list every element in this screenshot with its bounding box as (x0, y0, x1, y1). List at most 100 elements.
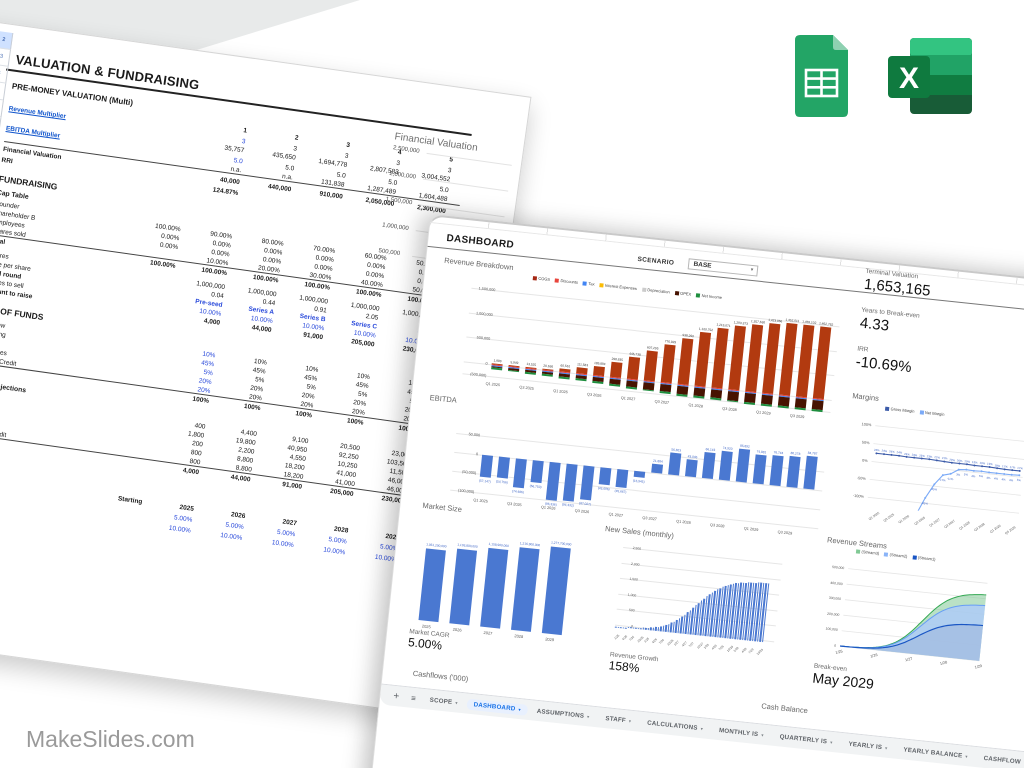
gridline (456, 432, 825, 473)
legend-item: (Stream1) (912, 554, 936, 562)
kpi-panel: Terminal Valuation 1,653,165 Years to Br… (855, 268, 1015, 386)
legend-swatch (554, 277, 560, 283)
stacked-bar (677, 337, 694, 385)
tab-calculations[interactable]: CALCULATIONS ▾ (640, 716, 711, 734)
bar-value-label: 5,949 (510, 360, 519, 366)
bar (633, 470, 646, 479)
x-tick-label: Q3 2027 (654, 399, 670, 406)
x-tick-label: 4/28 (710, 643, 718, 651)
chevron-down-icon: ▾ (884, 745, 888, 751)
bar (803, 455, 818, 490)
tab-quarterly-is[interactable]: QUARTERLY IS ▾ (772, 730, 840, 748)
y-tick-label: (500,000) (470, 372, 487, 378)
tab-monthly-is[interactable]: MONTHLY IS ▾ (711, 724, 771, 741)
x-tick-label: Q1 2025 (867, 510, 881, 522)
bar (685, 459, 698, 478)
app-icons: X (790, 30, 1010, 130)
bar-value-label: 76,744 (773, 450, 784, 456)
legend-swatch (582, 280, 588, 286)
bar (541, 546, 571, 636)
scenario-label: SCENARIO (637, 255, 675, 267)
stacked-bar-segment (491, 367, 503, 371)
y-tick-label: 1,500,000 (478, 286, 496, 293)
tab-yearly-balance[interactable]: YEARLY BALANCE ▾ (896, 743, 975, 762)
stacked-bar-segment (575, 378, 587, 382)
tab-staff[interactable]: STAFF ▾ (598, 712, 639, 727)
x-tick-label: Q3 2029 (789, 413, 805, 420)
stacked-bar (711, 327, 729, 389)
legend-item: Net Margin (919, 409, 945, 417)
excel-icon: X (888, 38, 972, 114)
legend-swatch (884, 406, 890, 411)
stacked-bar (762, 322, 781, 394)
x-tick-label: Q3 2025 (519, 385, 535, 391)
row-number: 5 (0, 81, 7, 101)
point-label: 4% (1001, 476, 1006, 482)
x-tick-label: Q3 2025 (506, 501, 522, 508)
add-sheet-button[interactable]: + (392, 690, 400, 702)
y-tick-label: (50,000) (461, 469, 477, 476)
bar-value-label: 1,216,900,000 (519, 541, 541, 548)
legend-label: Net Margin (924, 409, 945, 417)
point-label: -11% (946, 476, 954, 482)
stacked-bar (660, 343, 676, 384)
tab-yearly-is[interactable]: YEARLY IS ▾ (841, 737, 895, 754)
bar (624, 627, 627, 628)
stacked-bar-segment (592, 381, 604, 385)
tab-dashboard[interactable]: DASHBOARD ▾ (466, 698, 529, 716)
cell (105, 390, 156, 397)
cell (116, 312, 167, 319)
legend-label: COGS (538, 275, 551, 282)
x-tick-label: Q1 2029 (743, 526, 759, 533)
stacked-bar-segment (541, 373, 553, 377)
x-tick-label: Q3 2028 (709, 522, 725, 529)
point-label: 23% (911, 452, 918, 457)
bar (562, 463, 578, 502)
x-tick-label: 4/26 (650, 637, 658, 645)
point-label: 19% (986, 461, 993, 467)
bar (752, 454, 767, 485)
x-tick-label: 4/27 (680, 640, 688, 648)
point-label: 24% (888, 449, 895, 455)
cell (135, 183, 186, 190)
bar (580, 465, 595, 501)
legend-item: Gross Margin (884, 406, 915, 414)
point-label: -45% (930, 487, 938, 492)
bar (496, 456, 510, 479)
point-label: 4% (993, 475, 999, 481)
bar (769, 455, 784, 487)
y-tick-label: 1,000 (627, 592, 637, 598)
x-tick-label: 2029 (544, 636, 555, 643)
market-size-plot: 1,051,200,000 2025 1,103,800,000 2026 1,158,… (413, 524, 583, 648)
chevron-down-icon: ▾ (700, 725, 704, 731)
cell (238, 197, 289, 204)
legend-swatch (855, 548, 861, 554)
bar (479, 454, 494, 479)
tab-scope[interactable]: SCOPE ▾ (422, 693, 465, 708)
all-sheets-menu-button[interactable]: ≡ (410, 693, 417, 703)
stacked-bar (812, 326, 832, 400)
bar-value-label: (43,096) (597, 485, 610, 492)
bar-value-label: 66,143 (705, 447, 716, 453)
bar-value-label: 56,823 (671, 447, 682, 453)
legend-item: COGS (532, 275, 551, 282)
x-tick-label: Q1 2026 (540, 505, 556, 511)
chevron-down-icon: ▾ (761, 731, 765, 738)
google-sheets-icon (795, 35, 848, 117)
revenue-streams-plot: 500,000 400,000 300,000 200,000 100,000 0 1/25… (813, 562, 993, 687)
bar-value-label: 80,278 (790, 450, 801, 456)
stacked-bar (609, 362, 623, 378)
bar-value-label: (94,332) (561, 502, 574, 508)
tab-assumptions[interactable]: ASSUMPTIONS ▾ (529, 705, 597, 723)
x-tick-label: Q3 2028 (973, 522, 986, 533)
tab-label: YEARLY IS (848, 740, 883, 751)
point-label: 20% (964, 459, 971, 464)
tab-cashflow[interactable]: CASHFLOW▾ (976, 752, 1024, 768)
x-tick-label: Q3 2025 (882, 512, 896, 523)
point-label: -85% (921, 500, 929, 506)
stacked-bar (694, 331, 712, 387)
bar-value-label: (15,945) (632, 478, 645, 485)
bar (530, 460, 544, 484)
x-tick-label: Q1 2026 (898, 514, 911, 525)
